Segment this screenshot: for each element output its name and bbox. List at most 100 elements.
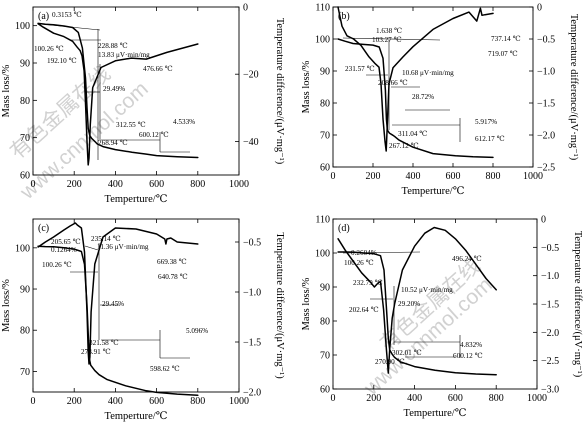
y-left-axis-label: Mass loss/% <box>1 279 12 332</box>
annotation-label: 476.66 ℃ <box>143 65 173 73</box>
y-left-axis-label: Mass loss/% <box>1 64 12 117</box>
x-tick-label: 600 <box>448 393 463 404</box>
y-left-tick-label: 80 <box>20 96 30 107</box>
annotation-label: 11.36 μV·min/mg <box>97 243 149 251</box>
y-right-tick-label: 0 <box>243 3 248 14</box>
panel-label: (c) <box>38 223 49 234</box>
panel-label: (d) <box>338 223 350 234</box>
annotation-label: 29.49% <box>103 85 125 93</box>
annotation-label: 600.12 ℃ <box>453 352 483 360</box>
annotation-label: 100.26 ℃ <box>42 261 72 269</box>
annotation-label: 1.638 ℃ <box>376 27 402 35</box>
guide-line <box>84 245 99 251</box>
x-axis-label: Temperture/℃ <box>402 186 465 197</box>
annotation-label: 103.27 ℃ <box>372 36 402 44</box>
x-tick-label: 600 <box>149 179 164 190</box>
annotation-label: 10.68 μV·min/mg <box>402 69 454 77</box>
y-left-tick-label: 60 <box>320 385 330 396</box>
annotation-label: 640.78 ℃ <box>158 273 188 281</box>
y-right-tick-label: −2.5 <box>537 163 555 174</box>
annotation-label: 4.533% <box>173 118 195 126</box>
annotation-label: 719.07 ℃ <box>488 50 518 58</box>
x-tick-label: 800 <box>190 179 205 190</box>
y-right-axis-label: Temperature difference/(μV·mg⁻¹) <box>568 14 579 161</box>
annotation-label: 5.917% <box>475 118 497 126</box>
watermark: 有色金属在线 www.cnnmol.com 有色金属在线 www.cnnmol.… <box>6 62 497 400</box>
y-right-tick-label: −0.5 <box>541 243 559 254</box>
annotation-label: 100.26 ℃ <box>344 259 374 267</box>
annotation-label: 205.65 ℃ <box>51 238 81 246</box>
y-left-tick-label: 70 <box>20 367 30 378</box>
annotation-label: 268.94 ℃ <box>98 139 128 147</box>
y-right-tick-label: 0 <box>537 3 542 14</box>
x-tick-label: 800 <box>190 396 205 407</box>
plot-frame <box>32 218 240 393</box>
annotation-label: 13.83 μV·min/mg <box>98 51 150 59</box>
y-left-axis-label: Mass loss/% <box>301 277 312 330</box>
plot-frame <box>32 6 240 176</box>
y-left-tick-label: 80 <box>20 326 30 337</box>
y-left-tick-label: 70 <box>20 133 30 144</box>
y-left-tick-label: 110 <box>315 215 330 226</box>
chart-panel-3: 0 200 400 600 800 1000 70 80 90 100 −0.5 −1.0 −1.5 −2… <box>1 218 285 422</box>
annotation-label: 4.832% <box>460 341 482 349</box>
x-tick-label: 400 <box>108 179 123 190</box>
x-tick-label: 200 <box>366 393 381 404</box>
panel-label: (a) <box>38 11 49 22</box>
chart-panel-4: 0 200 400 600 800 1000 60 70 80 90 100 110 0 −0.5 −1.0… <box>301 215 583 420</box>
annotation-label: 612.17 ℃ <box>475 135 505 143</box>
y-right-tick-label: 0 <box>541 215 546 226</box>
annotation-label: 496.24 ℃ <box>452 255 482 263</box>
x-tick-label: 1000 <box>229 396 249 407</box>
plot-frame <box>332 6 534 168</box>
dta-curve <box>337 226 497 374</box>
x-tick-label: 1000 <box>523 171 543 182</box>
y-right-tick-label: −20 <box>243 70 259 81</box>
chart-panel-2: 0 200 400 600 800 1000 60 70 80 90 100 110 0 −0.5 −1.0… <box>301 3 579 198</box>
y-left-axis-label: Mass loss/% <box>301 60 312 113</box>
annotation-label: 10.52 μV·min/mg <box>401 286 453 294</box>
y-left-tick-label: 60 <box>320 163 330 174</box>
y-left-tick-label: 90 <box>320 283 330 294</box>
annotation-label: 29.45% <box>102 300 124 308</box>
annotation-label: 669.38 ℃ <box>157 258 187 266</box>
mass-loss-curve <box>337 251 497 376</box>
y-right-tick-label: −40 <box>243 137 259 148</box>
x-tick-label: 0 <box>31 396 36 407</box>
x-axis-label: Temperture/℃ <box>404 408 467 419</box>
annotation-label: 600.12 ℃ <box>139 131 169 139</box>
annotation-label: 273.91 ℃ <box>81 348 111 356</box>
x-tick-label: 0 <box>31 179 36 190</box>
annotation-label: 302.01 ℃ <box>392 349 422 357</box>
annotation-label: 321.58 ℃ <box>89 339 119 347</box>
x-tick-label: 600 <box>149 396 164 407</box>
annotation-label: 202.64 ℃ <box>349 306 379 314</box>
y-right-tick-label: −1.5 <box>537 99 555 110</box>
y-right-tick-label: −1.5 <box>243 338 261 349</box>
y-left-tick-label: 90 <box>20 285 30 296</box>
x-tick-label: 800 <box>489 393 504 404</box>
annotation-label: 312.55 ℃ <box>116 121 146 129</box>
y-right-tick-label: −1.0 <box>541 271 559 282</box>
annotation-label: 270.90 ℃ <box>375 358 405 366</box>
annotation-label: 232.79 ℃ <box>353 279 383 287</box>
y-left-tick-label: 90 <box>320 67 330 78</box>
chart-panels: 0 200 400 600 800 1000607080901000−20−40Tempe… <box>1 3 583 422</box>
annotation-label: 228.88 ℃ <box>98 42 128 50</box>
y-left-tick-label: 90 <box>20 59 30 70</box>
annotation-label: 231.57 ℃ <box>345 65 375 73</box>
dta-curve <box>37 222 199 365</box>
annotation-label: 737.14 ℃ <box>491 35 521 43</box>
dta-curve <box>37 23 199 166</box>
x-tick-label: 200 <box>67 179 82 190</box>
y-left-tick-label: 100 <box>315 249 330 260</box>
x-tick-label: 400 <box>407 393 422 404</box>
panel-label: (b) <box>338 11 350 22</box>
y-right-tick-label: −2.0 <box>537 131 555 142</box>
x-axis-label: Temperture/℃ <box>105 411 168 422</box>
y-left-tick-label: 100 <box>15 243 30 254</box>
dta-curve <box>337 6 494 152</box>
annotation-label: 100.26 ℃ <box>34 45 64 53</box>
y-left-tick-label: 110 <box>315 3 330 14</box>
